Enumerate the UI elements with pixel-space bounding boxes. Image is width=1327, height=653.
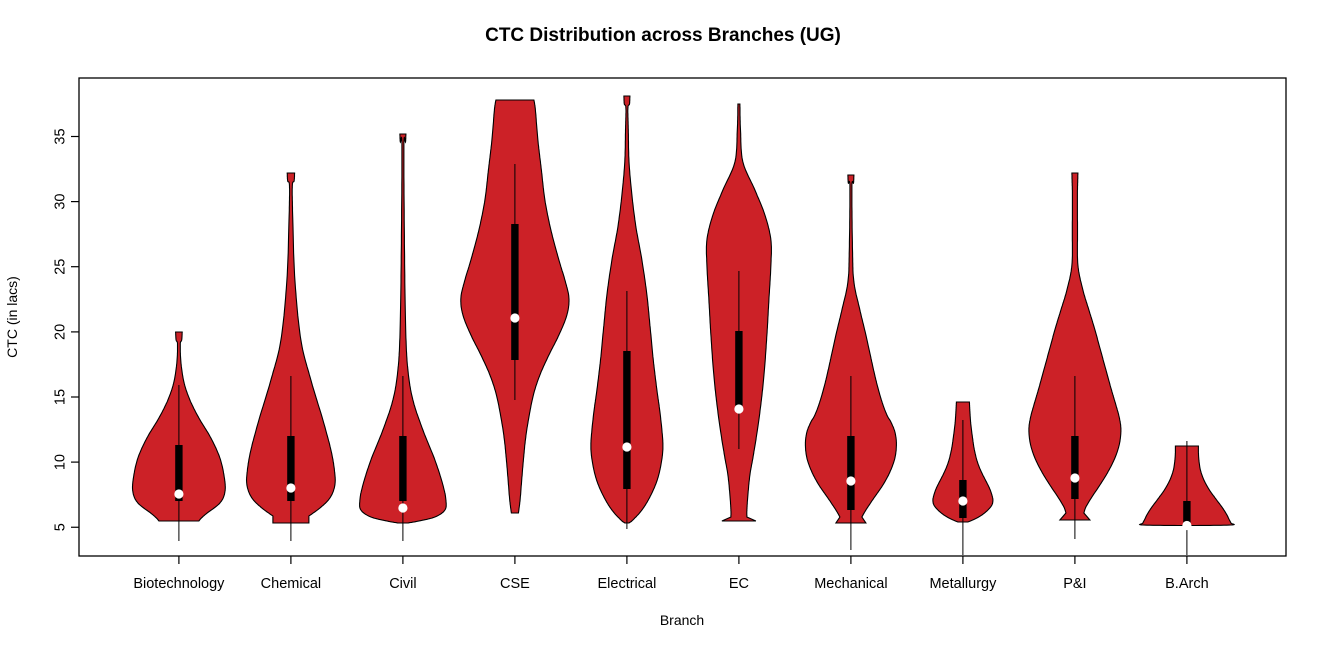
svg-text:25: 25: [52, 259, 68, 275]
svg-text:Branch: Branch: [660, 612, 704, 628]
svg-text:15: 15: [52, 389, 68, 405]
svg-text:Chemical: Chemical: [261, 576, 321, 592]
svg-text:P&I: P&I: [1063, 576, 1086, 592]
svg-text:Electrical: Electrical: [597, 576, 656, 592]
svg-text:Mechanical: Mechanical: [814, 576, 887, 592]
svg-text:CTC Distribution across Branch: CTC Distribution across Branches (UG): [485, 25, 841, 46]
svg-text:Metallurgy: Metallurgy: [929, 576, 997, 592]
svg-text:EC: EC: [729, 576, 749, 592]
svg-text:5: 5: [52, 523, 68, 531]
svg-text:Civil: Civil: [389, 576, 416, 592]
svg-text:CSE: CSE: [500, 576, 530, 592]
svg-text:CTC (in lacs): CTC (in lacs): [4, 276, 20, 358]
svg-text:20: 20: [52, 324, 68, 340]
svg-text:30: 30: [52, 194, 68, 210]
svg-text:Biotechnology: Biotechnology: [133, 576, 225, 592]
svg-text:B.Arch: B.Arch: [1165, 576, 1209, 592]
svg-text:35: 35: [52, 128, 68, 144]
svg-text:10: 10: [52, 454, 68, 470]
